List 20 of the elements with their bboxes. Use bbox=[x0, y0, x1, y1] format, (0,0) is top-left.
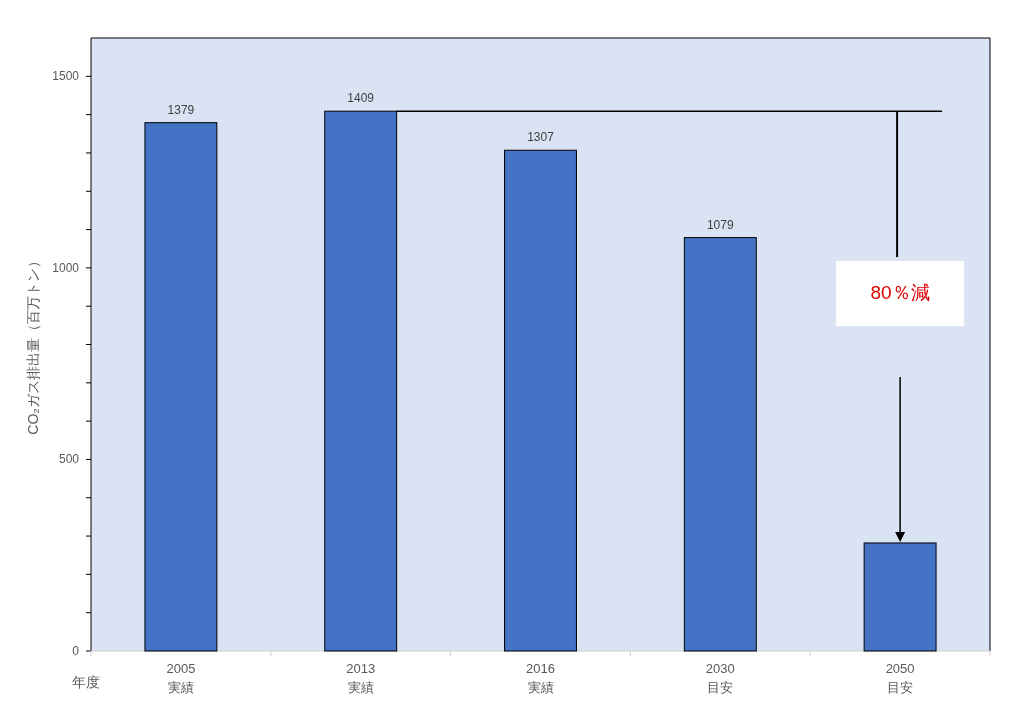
bar bbox=[504, 149, 577, 652]
data-label: 1079 bbox=[706, 217, 734, 232]
x-tick-label: 2050 目安 bbox=[885, 661, 915, 695]
y-tick-label: 0 bbox=[72, 644, 80, 658]
annotation: 80％減 bbox=[870, 282, 930, 304]
data-label: 1379 bbox=[167, 102, 195, 117]
bar bbox=[863, 542, 937, 652]
x-tick-label: 2030 目安 bbox=[705, 661, 735, 695]
x-tick-label: 2005 実績 bbox=[166, 661, 196, 695]
data-label: 1409 bbox=[347, 91, 375, 106]
x-tick-label: 2016 実績 bbox=[526, 661, 555, 695]
data-label: 1307 bbox=[527, 130, 555, 145]
x-axis-title: 年度 bbox=[72, 674, 100, 690]
y-axis-title: CO₂ガス排出量（百万トン） bbox=[25, 254, 41, 435]
y-tick-label: 1000 bbox=[52, 260, 80, 275]
bar bbox=[683, 237, 757, 652]
y-tick-label: 500 bbox=[58, 452, 80, 467]
y-tick-label: 1500 bbox=[52, 69, 80, 84]
x-tick-label: 2013 実績 bbox=[346, 661, 376, 695]
bar bbox=[144, 122, 218, 652]
